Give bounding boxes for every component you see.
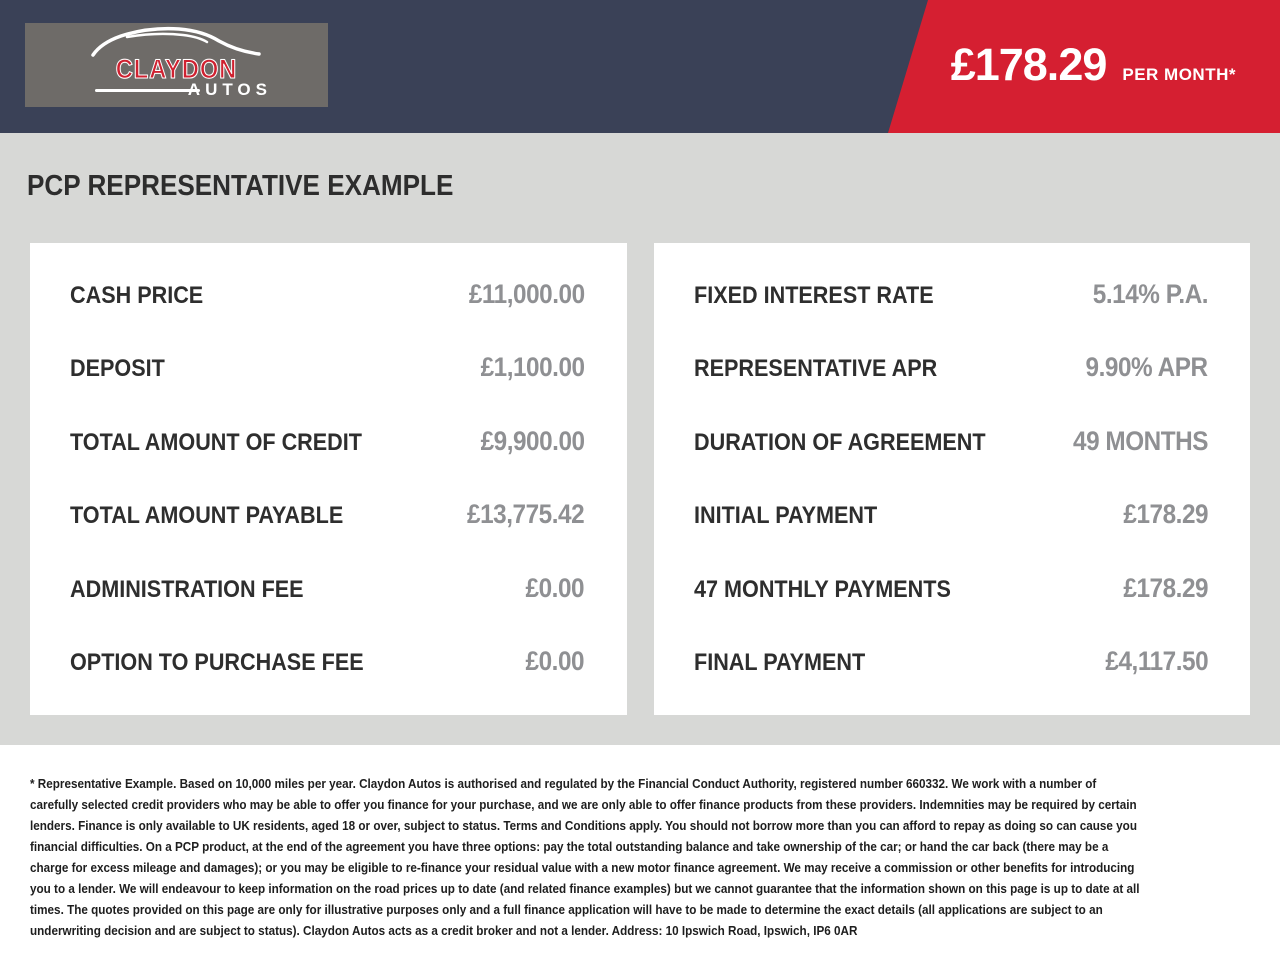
finance-row-value: 9.90% APR (1085, 352, 1208, 383)
finance-row-value: £11,000.00 (468, 279, 585, 309)
finance-cards: CASH PRICE £11,000.00 DEPOSIT £1,100.00 … (30, 243, 1250, 715)
finance-row-option-fee: OPTION TO PURCHASE FEE £0.00 (70, 646, 585, 677)
finance-row-cash-price: CASH PRICE £11,000.00 (70, 279, 585, 310)
footer: * Representative Example. Based on 10,00… (0, 745, 1280, 941)
finance-row-value: £4,117.50 (1105, 645, 1208, 676)
finance-card-right: FIXED INTEREST RATE 5.14% P.A. REPRESENT… (653, 243, 1250, 715)
logo-speed-line (95, 89, 200, 92)
finance-row-fixed-rate: FIXED INTEREST RATE 5.14% P.A. (694, 279, 1209, 310)
finance-row-value: £9,900.00 (480, 425, 585, 456)
finance-card-left: CASH PRICE £11,000.00 DEPOSIT £1,100.00 … (30, 243, 627, 715)
page-title: PCP REPRESENTATIVE EXAMPLE (27, 170, 454, 202)
finance-row-label: 47 MONTHLY PAYMENTS (693, 575, 951, 603)
finance-row-value: £0.00 (525, 645, 585, 676)
price-per-month-ribbon: £178.29 PER MONTH* (888, 0, 1280, 133)
finance-row-monthly-payments: 47 MONTHLY PAYMENTS £178.29 (694, 573, 1209, 604)
finance-row-label: DURATION OF AGREEMENT (693, 428, 986, 456)
finance-row-label: OPTION TO PURCHASE FEE (70, 648, 364, 676)
finance-row-value: £0.00 (525, 572, 585, 603)
finance-row-label: REPRESENTATIVE APR (693, 355, 937, 383)
finance-row-deposit: DEPOSIT £1,100.00 (70, 352, 585, 383)
finance-row-label: FINAL PAYMENT (693, 648, 865, 676)
finance-row-apr: REPRESENTATIVE APR 9.90% APR (694, 352, 1209, 383)
finance-row-label: FIXED INTEREST RATE (693, 282, 934, 309)
car-outline-icon (91, 26, 261, 57)
brand-name: CLAYDON (115, 54, 238, 84)
finance-row-admin-fee: ADMINISTRATION FEE £0.00 (70, 573, 585, 604)
finance-row-value: £178.29 (1123, 499, 1208, 530)
finance-row-label: TOTAL AMOUNT OF CREDIT (70, 428, 362, 456)
finance-row-label: TOTAL AMOUNT PAYABLE (70, 502, 344, 530)
finance-row-total-payable: TOTAL AMOUNT PAYABLE £13,775.42 (70, 499, 585, 530)
finance-row-final-payment: FINAL PAYMENT £4,117.50 (694, 646, 1209, 677)
finance-row-label: DEPOSIT (70, 355, 165, 383)
main-section: PCP REPRESENTATIVE EXAMPLE CASH PRICE £1… (0, 133, 1280, 745)
header: CLAYDON AUTOS £178.29 PER MONTH* (0, 0, 1280, 133)
finance-row-initial-payment: INITIAL PAYMENT £178.29 (694, 499, 1209, 530)
finance-row-value: £13,775.42 (467, 499, 585, 530)
finance-row-label: CASH PRICE (70, 282, 204, 309)
finance-row-label: INITIAL PAYMENT (693, 502, 877, 530)
finance-row-value: 5.14% P.A. (1092, 279, 1209, 309)
finance-row-total-credit: TOTAL AMOUNT OF CREDIT £9,900.00 (70, 426, 585, 457)
brand-subtitle: AUTOS (187, 80, 272, 99)
price-per-month-badge: £178.29 PER MONTH* (951, 39, 1236, 91)
finance-row-value: £1,100.00 (480, 352, 585, 383)
monthly-price-period: PER MONTH* (1122, 64, 1236, 84)
finance-row-value: 49 MONTHS (1072, 425, 1208, 456)
finance-row-value: £178.29 (1123, 572, 1208, 603)
monthly-price-amount: £178.29 (950, 38, 1108, 90)
brand-logo: CLAYDON AUTOS (25, 23, 328, 107)
disclaimer-text: * Representative Example. Based on 10,00… (30, 776, 1140, 938)
finance-row-label: ADMINISTRATION FEE (70, 575, 304, 603)
finance-row-duration: DURATION OF AGREEMENT 49 MONTHS (694, 426, 1209, 457)
